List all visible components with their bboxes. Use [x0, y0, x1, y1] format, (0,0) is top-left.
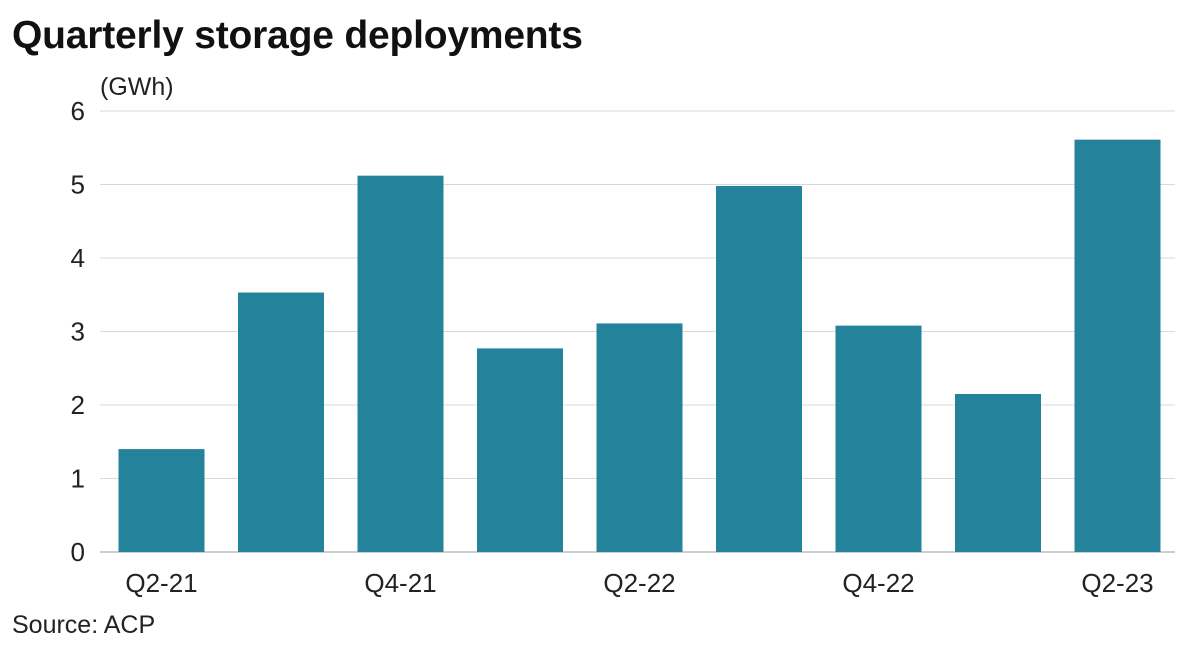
x-tick-label: Q2-22: [603, 568, 675, 598]
bar-q1-22: [477, 348, 563, 552]
y-tick-label: 6: [71, 96, 85, 126]
y-axis-unit-label: (GWh): [100, 73, 174, 101]
x-tick-label: Q4-22: [842, 568, 914, 598]
bar-q2-22: [596, 323, 683, 552]
bar-q2-23: [1074, 139, 1161, 553]
x-tick-label: Q2-21: [125, 568, 197, 598]
y-tick-label: 5: [71, 170, 85, 200]
x-axis-ticks: Q2-21 Q4-21 Q2-22 Q4-22 Q2-23: [125, 568, 1153, 598]
y-axis-ticks: 0 1 2 3 4 5 6: [71, 96, 85, 567]
y-tick-label: 2: [71, 390, 85, 420]
bar-q4-22: [835, 325, 922, 552]
y-tick-label: 3: [71, 317, 85, 347]
source-note: Source: ACP: [12, 611, 156, 639]
x-tick-label: Q2-23: [1081, 568, 1153, 598]
y-tick-label: 0: [71, 537, 85, 567]
bar-q3-22: [716, 185, 802, 552]
y-tick-label: 4: [71, 243, 85, 273]
bar-q4-21: [357, 175, 444, 552]
bar-q3-21: [238, 292, 324, 552]
chart-title: Quarterly storage deployments: [12, 14, 583, 57]
x-tick-label: Q4-21: [364, 568, 436, 598]
bar-q2-21: [118, 449, 205, 552]
y-tick-label: 1: [71, 464, 85, 494]
bar-q1-23: [955, 393, 1041, 552]
bars: [118, 139, 1161, 553]
